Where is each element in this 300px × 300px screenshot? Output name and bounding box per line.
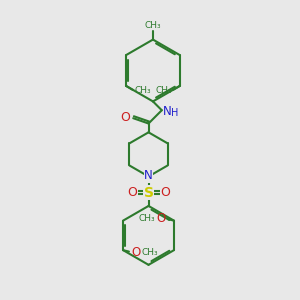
Text: CH₃: CH₃ [139, 214, 155, 223]
Text: N: N [144, 169, 153, 182]
Text: O: O [131, 246, 140, 259]
Text: N: N [163, 105, 172, 118]
Text: O: O [157, 212, 166, 224]
Text: CH₃: CH₃ [155, 86, 172, 95]
Text: O: O [128, 186, 137, 199]
Text: CH₃: CH₃ [145, 21, 161, 30]
Text: CH₃: CH₃ [142, 248, 158, 257]
Text: O: O [160, 186, 170, 199]
Text: H: H [172, 108, 179, 118]
Text: S: S [143, 186, 154, 200]
Text: O: O [120, 111, 130, 124]
Text: CH₃: CH₃ [134, 86, 151, 95]
